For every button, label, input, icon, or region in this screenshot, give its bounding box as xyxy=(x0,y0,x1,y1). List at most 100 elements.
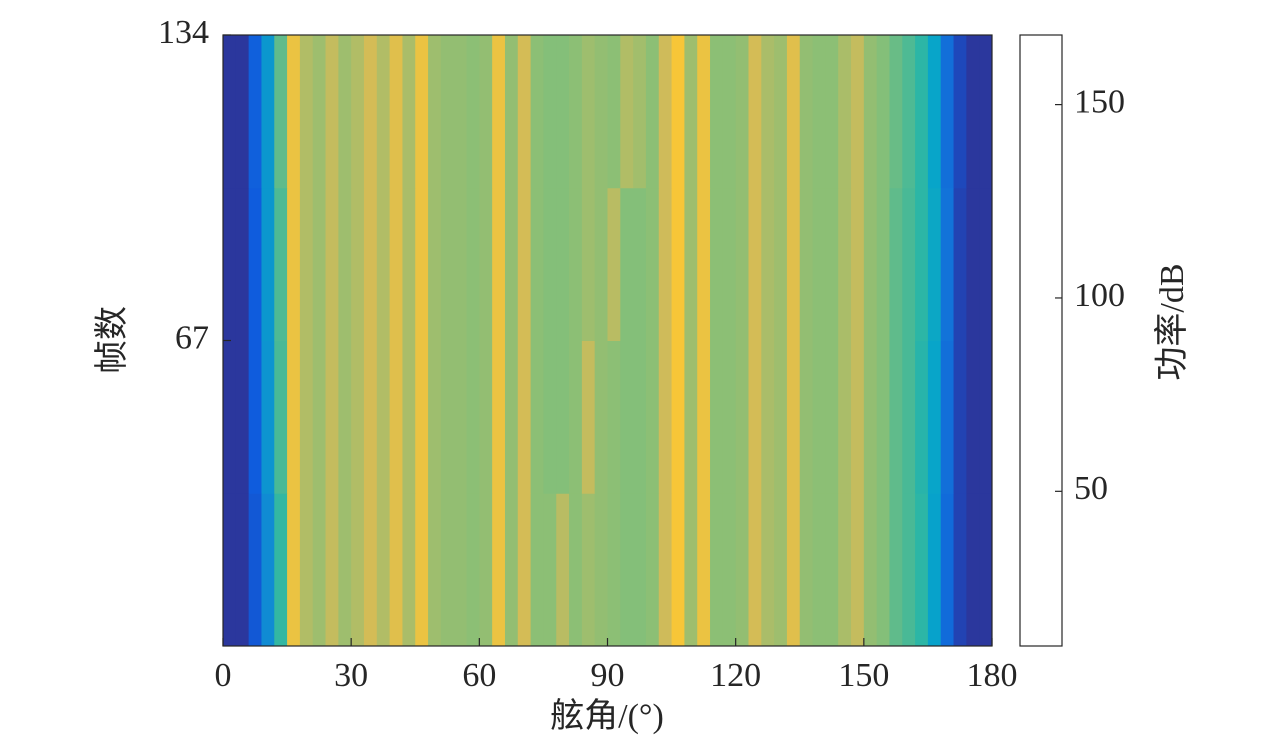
cell xyxy=(581,340,596,494)
cell xyxy=(940,493,955,647)
cell xyxy=(376,493,391,647)
cell xyxy=(620,35,634,189)
cell xyxy=(415,187,429,341)
cell xyxy=(863,340,878,494)
cell xyxy=(312,340,327,494)
cell xyxy=(504,187,519,341)
cell xyxy=(261,35,275,189)
cell xyxy=(671,187,685,341)
cell xyxy=(697,35,711,189)
cell xyxy=(761,493,775,647)
cell xyxy=(415,493,429,647)
cell xyxy=(556,340,570,494)
colorbar-tick-label: 100 xyxy=(1074,277,1125,314)
cell xyxy=(710,340,724,494)
cell xyxy=(428,187,442,341)
cell xyxy=(351,35,365,189)
cell xyxy=(902,340,916,494)
cell xyxy=(915,187,929,341)
cell xyxy=(543,493,557,647)
cell xyxy=(351,493,365,647)
cell xyxy=(594,187,608,341)
cell xyxy=(876,35,890,189)
cell xyxy=(645,187,660,341)
cell xyxy=(466,493,480,647)
cell xyxy=(274,35,288,189)
cell xyxy=(748,187,762,341)
cell xyxy=(774,340,788,494)
cell xyxy=(825,187,839,341)
cell xyxy=(620,187,634,341)
cell xyxy=(517,35,532,189)
cell xyxy=(581,35,596,189)
cell xyxy=(351,187,365,341)
cell xyxy=(440,35,455,189)
cell xyxy=(889,340,903,494)
cell xyxy=(299,187,314,341)
cell xyxy=(761,35,775,189)
cell xyxy=(645,340,660,494)
x-tick-label: 0 xyxy=(215,657,232,694)
cell xyxy=(863,187,878,341)
x-tick-label: 90 xyxy=(591,657,625,694)
cell xyxy=(620,493,634,647)
cell xyxy=(774,35,788,189)
cell xyxy=(812,340,826,494)
cell xyxy=(543,35,557,189)
cell xyxy=(569,340,583,494)
cell xyxy=(902,493,916,647)
cell xyxy=(735,340,749,494)
cell xyxy=(479,340,493,494)
cell xyxy=(479,493,493,647)
cell xyxy=(838,493,852,647)
cell xyxy=(543,340,557,494)
cell xyxy=(287,187,301,341)
cell xyxy=(261,187,275,341)
cell xyxy=(223,340,237,494)
cell xyxy=(376,340,391,494)
cell xyxy=(979,187,993,341)
cell xyxy=(838,35,852,189)
cell xyxy=(402,340,416,494)
cell xyxy=(299,493,314,647)
cell xyxy=(851,493,865,647)
cell xyxy=(786,35,801,189)
cell xyxy=(338,35,352,189)
cell xyxy=(402,187,416,341)
cell xyxy=(287,493,301,647)
cell xyxy=(915,340,929,494)
cell xyxy=(774,493,788,647)
cell xyxy=(633,35,647,189)
cell xyxy=(581,493,596,647)
cell xyxy=(927,187,942,341)
cell xyxy=(607,35,621,189)
cell xyxy=(684,35,698,189)
cell xyxy=(556,35,570,189)
cell xyxy=(466,340,480,494)
cell xyxy=(274,493,288,647)
cell xyxy=(684,340,698,494)
cell xyxy=(479,35,493,189)
cell xyxy=(530,35,544,189)
cell xyxy=(492,493,506,647)
cell xyxy=(235,35,250,189)
cell xyxy=(722,340,737,494)
cell xyxy=(863,35,878,189)
cell xyxy=(402,493,416,647)
cell xyxy=(979,35,993,189)
cell xyxy=(825,340,839,494)
cell xyxy=(940,187,955,341)
cell xyxy=(645,493,660,647)
cell xyxy=(748,35,762,189)
cell xyxy=(492,340,506,494)
cell xyxy=(248,493,262,647)
cell xyxy=(799,35,814,189)
cell xyxy=(376,35,391,189)
cell xyxy=(876,187,890,341)
cell xyxy=(812,187,826,341)
cell xyxy=(825,493,839,647)
cell xyxy=(594,35,608,189)
y-tick-label: 67 xyxy=(175,319,209,356)
x-tick-label: 120 xyxy=(710,657,761,694)
